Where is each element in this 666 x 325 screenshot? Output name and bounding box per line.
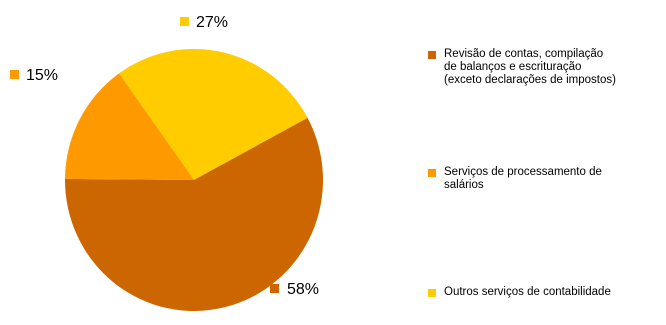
legend-item-revisao: Revisão de contas, compilação de balanço… <box>428 48 664 87</box>
legend-item-outros: Outros serviços de contabilidade <box>428 286 664 299</box>
pie-slices <box>64 48 323 311</box>
data-label-salarios-swatch <box>10 70 19 79</box>
data-label-outros-text: 27% <box>196 14 228 31</box>
legend-swatch-outros <box>428 289 436 297</box>
slice-salarios <box>65 73 194 180</box>
legend-label-outros: Outros serviços de contabilidade <box>444 286 611 298</box>
data-labels: 58% 15% 27% <box>10 14 319 298</box>
data-label-revisao: 58% <box>270 281 319 298</box>
legend-swatch-salarios <box>428 169 436 177</box>
data-label-revisao-swatch <box>270 284 279 293</box>
pie-chart: 58% 15% 27% <box>10 14 323 311</box>
legend-label-revisao: Revisão de contas, compilação de balanço… <box>444 48 616 86</box>
legend-label-salarios: Serviços de processamento de salários <box>444 166 602 191</box>
legend-item-salarios: Serviços de processamento de salários <box>428 166 664 192</box>
data-label-salarios-text: 15% <box>26 67 58 84</box>
legend-swatch-revisao <box>428 51 436 59</box>
slice-revisao <box>64 117 323 311</box>
slice-outros <box>119 48 308 180</box>
data-label-salarios: 15% <box>10 67 58 84</box>
data-label-revisao-text: 58% <box>287 281 319 298</box>
data-label-outros-swatch <box>180 17 189 26</box>
legend: Revisão de contas, compilação de balanço… <box>428 0 664 325</box>
data-label-outros: 27% <box>180 14 228 31</box>
